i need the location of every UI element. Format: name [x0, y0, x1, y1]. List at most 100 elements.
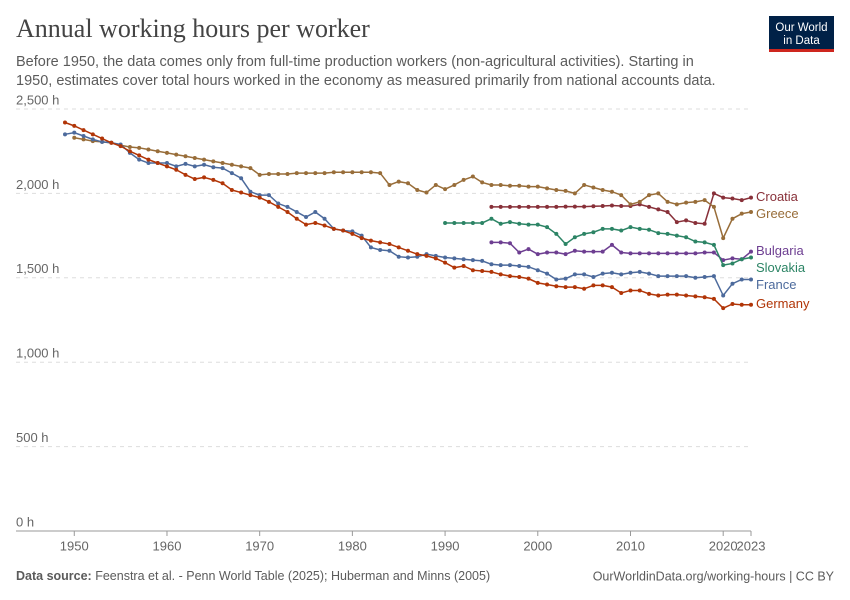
point — [378, 240, 383, 245]
point — [72, 123, 77, 128]
point — [721, 236, 726, 241]
point — [563, 276, 568, 281]
point — [341, 170, 346, 175]
point — [526, 184, 531, 189]
point — [582, 272, 587, 277]
point — [730, 196, 735, 201]
point — [674, 233, 679, 238]
point — [517, 250, 522, 255]
series — [489, 191, 753, 226]
point — [563, 204, 568, 209]
point — [489, 262, 494, 267]
point — [702, 295, 707, 300]
point — [572, 285, 577, 290]
logo[interactable]: Our World in Data — [769, 16, 834, 52]
point — [572, 204, 577, 209]
point — [322, 171, 327, 176]
point — [591, 249, 596, 254]
point — [693, 239, 698, 244]
point — [118, 144, 123, 149]
point — [600, 249, 605, 254]
point — [498, 272, 503, 277]
y-tick-label: 0 h — [16, 514, 34, 529]
point — [600, 204, 605, 209]
point — [183, 161, 188, 166]
point — [202, 162, 207, 167]
point — [572, 235, 577, 240]
point — [470, 258, 475, 263]
series — [63, 120, 753, 311]
point — [526, 222, 531, 227]
point — [609, 189, 614, 194]
point — [730, 216, 735, 221]
y-tick-label: 2,000 h — [16, 177, 59, 192]
point — [276, 201, 281, 206]
point — [109, 140, 114, 145]
point — [480, 180, 485, 185]
point — [600, 188, 605, 193]
point — [609, 226, 614, 231]
point — [665, 209, 670, 214]
footer-link[interactable]: OurWorldinData.org/working-hours | CC BY — [593, 569, 835, 583]
point — [535, 184, 540, 189]
point — [276, 204, 281, 209]
point — [609, 242, 614, 247]
point — [609, 285, 614, 290]
point — [554, 204, 559, 209]
logo-text: in Data — [783, 35, 820, 47]
series — [63, 130, 753, 298]
point — [582, 231, 587, 236]
point — [749, 277, 753, 282]
series-line — [64, 131, 751, 297]
point — [582, 286, 587, 291]
point — [396, 179, 401, 184]
point — [368, 245, 373, 250]
point — [721, 293, 726, 298]
point — [637, 251, 642, 256]
point — [572, 248, 577, 253]
chart-title: Annual working hours per worker — [16, 14, 370, 43]
point — [248, 193, 253, 198]
point — [721, 306, 726, 311]
point — [609, 270, 614, 275]
point — [72, 135, 77, 140]
point — [489, 269, 494, 274]
point — [378, 171, 383, 176]
point — [702, 198, 707, 203]
point — [63, 120, 67, 125]
point — [684, 293, 689, 298]
point — [498, 204, 503, 209]
point — [526, 276, 531, 281]
point — [396, 254, 401, 259]
point — [127, 149, 132, 154]
point — [313, 209, 318, 214]
point — [387, 242, 392, 247]
point — [322, 223, 327, 228]
point — [554, 250, 559, 255]
point — [174, 164, 179, 169]
point — [266, 199, 271, 204]
point — [396, 245, 401, 250]
point — [582, 204, 587, 209]
x-tick-label: 1990 — [431, 538, 460, 553]
point — [304, 222, 309, 227]
point — [507, 274, 512, 279]
point — [229, 171, 234, 176]
point — [647, 251, 652, 256]
point — [294, 216, 299, 221]
point — [526, 204, 531, 209]
point — [239, 164, 244, 169]
point — [711, 250, 716, 255]
point — [665, 274, 670, 279]
point — [591, 185, 596, 190]
point — [517, 204, 522, 209]
point — [702, 274, 707, 279]
point — [554, 231, 559, 236]
point — [470, 174, 475, 179]
series-label: Bulgaria — [756, 243, 804, 258]
point — [452, 220, 457, 225]
series — [443, 216, 753, 268]
point — [628, 225, 633, 230]
point — [137, 153, 142, 158]
